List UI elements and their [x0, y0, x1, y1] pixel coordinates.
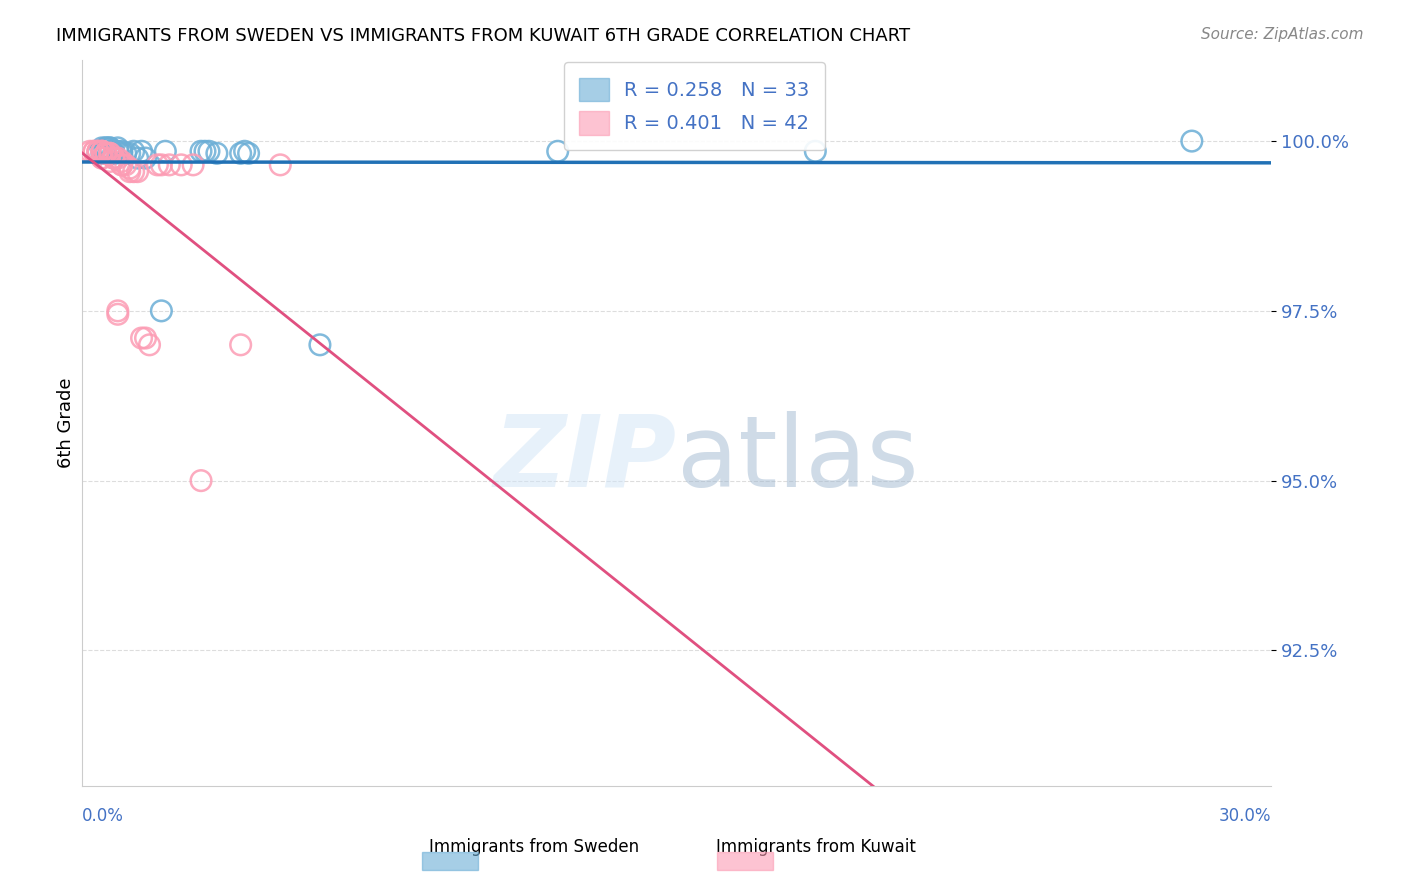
Point: [190, 474, 212, 488]
Point: [111, 145, 134, 159]
Point: [111, 158, 134, 172]
Point: [118, 161, 141, 176]
Point: [83, 145, 105, 159]
Point: [87, 145, 110, 159]
Point: [98, 145, 121, 159]
Point: [229, 146, 252, 161]
Text: 0.0%: 0.0%: [82, 806, 124, 824]
Point: [87, 146, 110, 161]
Point: [1181, 134, 1204, 148]
Text: Immigrants from Sweden: Immigrants from Sweden: [429, 838, 640, 856]
Point: [111, 154, 134, 169]
Point: [94, 146, 117, 161]
Text: IMMIGRANTS FROM SWEDEN VS IMMIGRANTS FROM KUWAIT 6TH GRADE CORRELATION CHART: IMMIGRANTS FROM SWEDEN VS IMMIGRANTS FRO…: [56, 27, 910, 45]
Point: [229, 338, 252, 352]
Text: Source: ZipAtlas.com: Source: ZipAtlas.com: [1201, 27, 1364, 42]
Point: [91, 145, 114, 159]
Legend: R = 0.258   N = 33, R = 0.401   N = 42: R = 0.258 N = 33, R = 0.401 N = 42: [564, 62, 825, 151]
Point: [135, 151, 157, 165]
Point: [107, 151, 129, 165]
Point: [91, 145, 114, 159]
Point: [138, 338, 160, 352]
Point: [170, 158, 193, 172]
Point: [238, 146, 260, 161]
Point: [118, 164, 141, 178]
Point: [87, 145, 110, 159]
Point: [190, 145, 212, 159]
Point: [107, 141, 129, 155]
Point: [98, 141, 121, 155]
Point: [118, 146, 141, 161]
Point: [181, 158, 204, 172]
Point: [98, 146, 121, 161]
Point: [131, 331, 153, 345]
Point: [157, 158, 180, 172]
Point: [111, 146, 134, 161]
Point: [91, 141, 114, 155]
Point: [309, 338, 332, 352]
Point: [83, 145, 105, 159]
Point: [94, 141, 117, 155]
Point: [114, 158, 136, 172]
Point: [547, 145, 569, 159]
Point: [103, 151, 125, 165]
Point: [103, 146, 125, 161]
Point: [127, 164, 149, 178]
Point: [122, 164, 145, 178]
Point: [122, 145, 145, 159]
Point: [198, 145, 221, 159]
Point: [131, 145, 153, 159]
Point: [91, 146, 114, 161]
Point: [103, 146, 125, 161]
Point: [94, 146, 117, 161]
Point: [103, 151, 125, 165]
Point: [150, 304, 173, 318]
Point: [107, 307, 129, 321]
Point: [87, 145, 110, 159]
Text: ZIP: ZIP: [494, 410, 676, 508]
Point: [233, 145, 256, 159]
Point: [91, 151, 114, 165]
Point: [91, 145, 114, 159]
Point: [804, 145, 827, 159]
Point: [103, 151, 125, 165]
Point: [91, 151, 114, 165]
Point: [135, 331, 157, 345]
Point: [114, 146, 136, 161]
Point: [107, 304, 129, 318]
Point: [150, 158, 173, 172]
Point: [98, 141, 121, 155]
Point: [111, 158, 134, 172]
Text: 30.0%: 30.0%: [1219, 806, 1271, 824]
Point: [146, 158, 169, 172]
Point: [79, 145, 101, 159]
Point: [194, 145, 217, 159]
Text: Immigrants from Kuwait: Immigrants from Kuwait: [716, 838, 915, 856]
Point: [94, 141, 117, 155]
Point: [94, 146, 117, 161]
Y-axis label: 6th Grade: 6th Grade: [58, 377, 75, 468]
Point: [269, 158, 291, 172]
Point: [107, 145, 129, 159]
Point: [98, 146, 121, 161]
Point: [155, 145, 177, 159]
Point: [205, 146, 228, 161]
Text: atlas: atlas: [676, 410, 918, 508]
Point: [98, 154, 121, 169]
Point: [127, 151, 149, 165]
